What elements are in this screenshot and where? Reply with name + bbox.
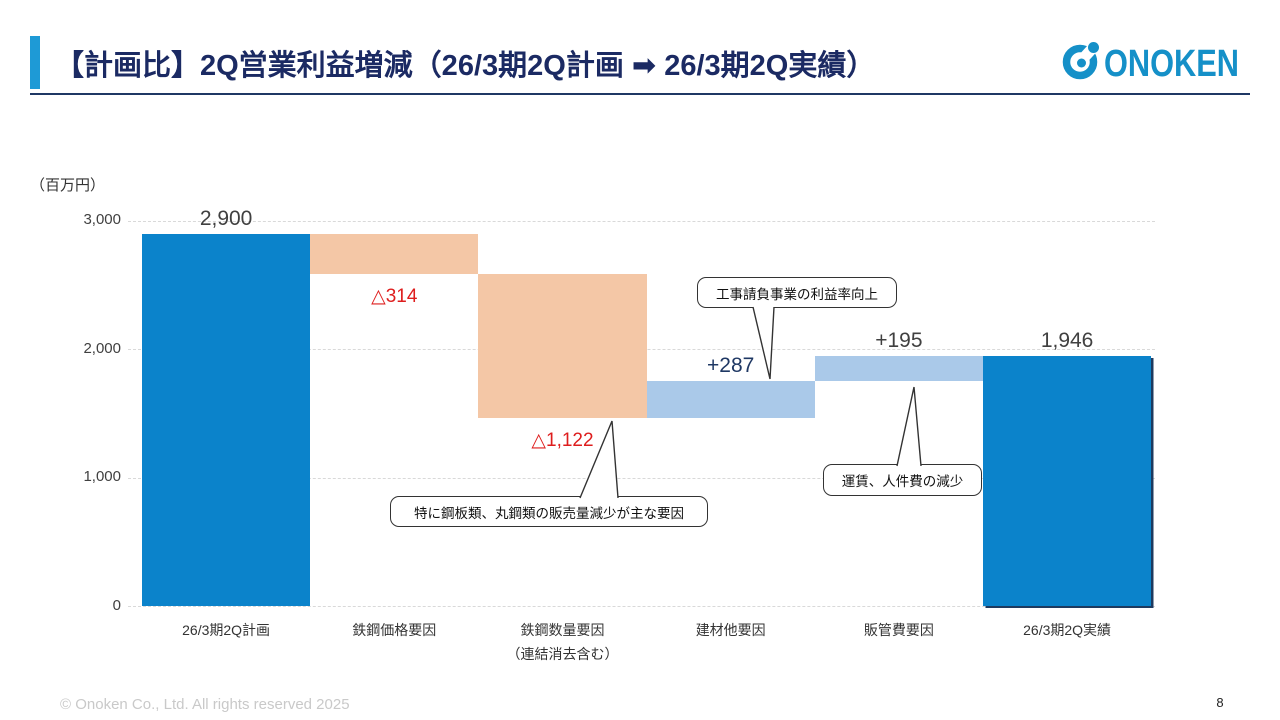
gridline [128, 606, 1155, 607]
x-axis-category-label: 鉄鋼価格要因 [352, 622, 437, 638]
logo-dot-icon [1088, 42, 1099, 53]
onoken-logo: ONOKEN [1062, 36, 1239, 84]
bar-decrease [310, 233, 479, 275]
callout-tail [896, 386, 922, 467]
x-axis-category-label: 26/3期2Q実績 [1023, 622, 1112, 638]
x-axis-category-label: 鉄鋼数量要因 [520, 622, 605, 638]
x-axis-category-label-line2: （連結消去含む） [506, 646, 619, 662]
copyright-text: © Onoken Co., Ltd. All rights reserved 2… [60, 696, 350, 713]
axis-unit-label: （百万円） [30, 177, 106, 194]
callout-box: 特に鋼板類、丸鋼類の販売量減少が主な要因 [390, 496, 708, 527]
bar-value-label: △314 [371, 286, 418, 308]
onoken-logo-mark [1062, 36, 1105, 80]
callout-box: 運賃、人件費の減少 [823, 464, 982, 496]
bar-value-label: △1,122 [531, 430, 594, 452]
bar-value-label: 2,900 [199, 206, 253, 230]
y-axis-tick-label: 2,000 [83, 339, 121, 357]
x-axis-category-label: 26/3期2Q計画 [182, 622, 271, 638]
y-axis-tick-label: 1,000 [83, 468, 121, 485]
callout-box: 工事請負事業の利益率向上 [697, 277, 897, 308]
bar-value-label: +195 [875, 329, 923, 353]
y-axis-tick-label: 0 [112, 596, 121, 614]
bar-increase [814, 356, 983, 382]
title-accent-bar [30, 36, 40, 89]
bar-value-label: +287 [707, 354, 755, 378]
bar-total [983, 356, 1152, 607]
gridline [128, 477, 1155, 479]
bar-increase [646, 381, 815, 419]
bar-total [142, 233, 311, 607]
x-axis-category-label: 建材他要因 [695, 622, 766, 638]
logo-text: ONOKEN [1104, 43, 1239, 84]
x-axis-category-label: 販管費要因 [863, 622, 934, 638]
y-axis-tick-label: 3,000 [83, 211, 121, 228]
gridline [128, 220, 1155, 222]
bar-decrease [478, 274, 647, 419]
bar-value-label: 1,946 [1040, 329, 1094, 353]
page-number: 8 [1216, 695, 1224, 710]
title-underline [30, 93, 1250, 95]
page-title: 【計画比】2Q営業利益増減（26/3期2Q計画 ➡ 26/3期2Q実績） [55, 50, 876, 82]
